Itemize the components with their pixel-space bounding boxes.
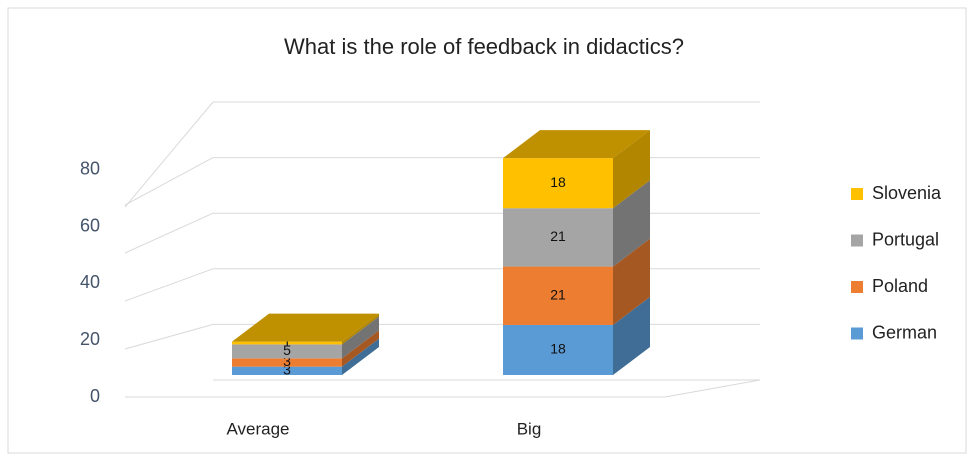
bar-side: [342, 330, 379, 367]
y-tick-label: 20: [80, 329, 100, 349]
x-tick-label: Average: [226, 419, 289, 438]
wall-edge: [124, 101, 214, 208]
grid-line: [124, 157, 214, 206]
bar-top: [503, 130, 650, 159]
chart-border: [7, 7, 967, 454]
bar-side: [342, 313, 379, 345]
legend-swatch: [851, 188, 863, 200]
y-tick-label: 40: [80, 272, 100, 292]
legend-label: Poland: [872, 276, 928, 296]
legend-label: Portugal: [872, 229, 939, 249]
bar-segment: [232, 358, 342, 367]
data-label: 21: [550, 228, 566, 244]
data-label: 1: [283, 334, 291, 350]
data-label: 3: [283, 353, 291, 369]
floor-line: [664, 379, 761, 398]
data-label: 3: [283, 362, 291, 378]
x-tick-label: Big: [517, 419, 542, 438]
bar-side: [613, 238, 650, 325]
grid-line: [124, 268, 214, 302]
bar-top: [232, 313, 379, 342]
bar-segment: [232, 341, 342, 345]
y-tick-label: 80: [80, 159, 100, 179]
bar-segment: [503, 158, 613, 209]
legend-swatch: [851, 327, 863, 340]
bar-side: [613, 296, 650, 375]
bar-segment: [232, 366, 342, 375]
bar-segment: [232, 344, 342, 359]
legend-swatch: [851, 234, 863, 247]
bar-segment: [503, 208, 613, 267]
data-label: 5: [283, 342, 291, 358]
data-label: 21: [550, 286, 566, 302]
legend-swatch: [851, 281, 863, 293]
bar-side: [342, 316, 379, 359]
y-tick-label: 0: [90, 386, 100, 406]
legend-label: Slovenia: [872, 183, 942, 203]
data-label: 18: [550, 174, 566, 190]
bar-side: [613, 180, 650, 267]
bar-segment: [503, 266, 613, 325]
grid-line: [124, 212, 214, 254]
legend-label: German: [872, 322, 937, 342]
data-label: 18: [550, 341, 566, 357]
bar-segment: [503, 324, 613, 375]
y-tick-label: 60: [80, 215, 100, 235]
chart-title: What is the role of feedback in didactic…: [284, 34, 684, 59]
grid-line: [124, 323, 214, 350]
bar-side: [613, 130, 650, 209]
bar-side: [342, 338, 379, 375]
